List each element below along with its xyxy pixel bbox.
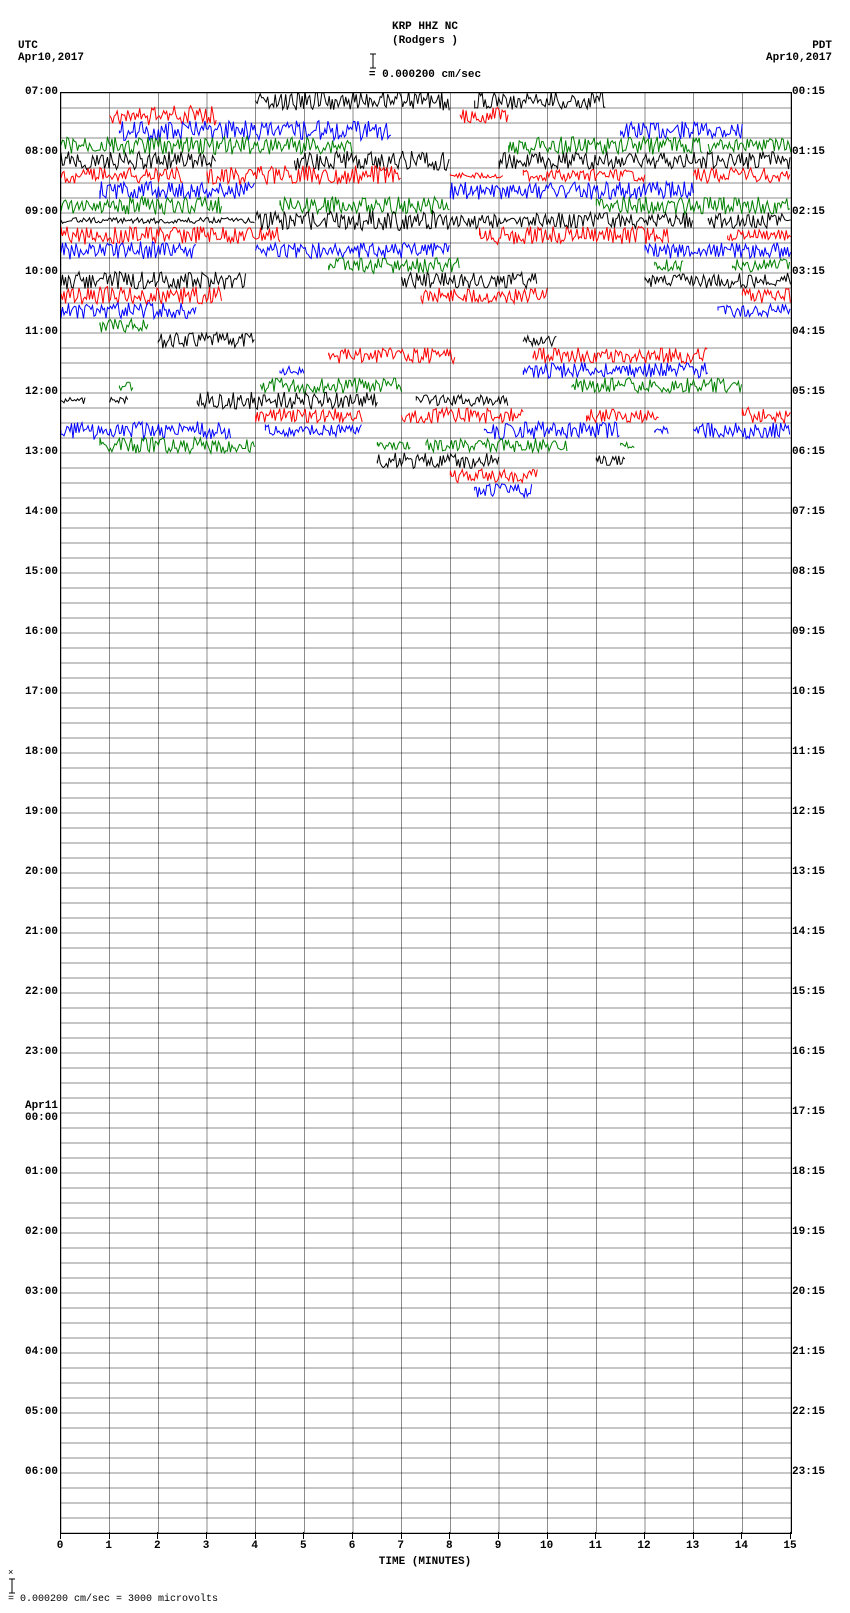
right-time-label: 22:15 — [792, 1406, 842, 1418]
left-time-label: 07:00 — [8, 86, 58, 98]
x-tick-label: 4 — [251, 1540, 258, 1552]
seismogram-plot — [60, 92, 792, 1534]
right-time-label: 23:15 — [792, 1466, 842, 1478]
right-time-label: 00:15 — [792, 86, 842, 98]
right-time-label: 05:15 — [792, 386, 842, 398]
left-time-label: 22:00 — [8, 986, 58, 998]
x-tick-label: 6 — [349, 1540, 356, 1552]
x-tick-label: 0 — [57, 1540, 64, 1552]
left-time-label: 17:00 — [8, 686, 58, 698]
right-time-label: 16:15 — [792, 1046, 842, 1058]
right-time-label: 11:15 — [792, 746, 842, 758]
right-time-label: 04:15 — [792, 326, 842, 338]
left-time-label: 18:00 — [8, 746, 58, 758]
left-time-label: 23:00 — [8, 1046, 58, 1058]
right-time-label: 08:15 — [792, 566, 842, 578]
left-time-label: 02:00 — [8, 1226, 58, 1238]
right-time-label: 18:15 — [792, 1166, 842, 1178]
x-tick-label: 10 — [540, 1540, 553, 1552]
right-time-label: 02:15 — [792, 206, 842, 218]
right-time-label: 09:15 — [792, 626, 842, 638]
x-tick-label: 3 — [203, 1540, 210, 1552]
seismogram-svg — [61, 93, 791, 1533]
left-time-label: 08:00 — [8, 146, 58, 158]
x-tick-label: 9 — [495, 1540, 502, 1552]
right-time-label: 14:15 — [792, 926, 842, 938]
left-time-label: 01:00 — [8, 1166, 58, 1178]
right-time-label: 13:15 — [792, 866, 842, 878]
left-time-label: 21:00 — [8, 926, 58, 938]
scale-reference: = 0.000200 cm/sec — [369, 53, 481, 81]
left-time-label: 16:00 — [8, 626, 58, 638]
left-time-label: 13:00 — [8, 446, 58, 458]
right-time-label: 07:15 — [792, 506, 842, 518]
left-time-label: 05:00 — [8, 1406, 58, 1418]
left-time-label: 15:00 — [8, 566, 58, 578]
x-tick-label: 2 — [154, 1540, 161, 1552]
x-tick-label: 13 — [686, 1540, 699, 1552]
x-tick-label: 7 — [397, 1540, 404, 1552]
left-time-label: 11:00 — [8, 326, 58, 338]
left-time-label: 12:00 — [8, 386, 58, 398]
right-time-label: 01:15 — [792, 146, 842, 158]
left-time-label: 10:00 — [8, 266, 58, 278]
left-time-label: 20:00 — [8, 866, 58, 878]
right-time-labels: 00:1501:1502:1503:1504:1505:1506:1507:15… — [792, 92, 842, 1532]
svg-text:×: × — [8, 1568, 13, 1578]
x-tick-label: 8 — [446, 1540, 453, 1552]
left-time-label: 09:00 — [8, 206, 58, 218]
x-tick-label: 1 — [105, 1540, 112, 1552]
x-tick-label: 11 — [589, 1540, 602, 1552]
right-time-label: 19:15 — [792, 1226, 842, 1238]
right-time-label: 21:15 — [792, 1346, 842, 1358]
x-tick-label: 14 — [735, 1540, 748, 1552]
left-time-label: 06:00 — [8, 1466, 58, 1478]
right-time-label: 17:15 — [792, 1106, 842, 1118]
x-tick-label: 15 — [783, 1540, 796, 1552]
timezone-left: UTC Apr10,2017 — [18, 40, 84, 64]
right-time-label: 03:15 — [792, 266, 842, 278]
chart-header: KRP HHZ NC (Rodgers ) = 0.000200 cm/sec — [0, 0, 850, 81]
left-time-label: 19:00 — [8, 806, 58, 818]
station-code: KRP HHZ NC — [0, 20, 850, 34]
right-time-label: 10:15 — [792, 686, 842, 698]
x-tick-label: 5 — [300, 1540, 307, 1552]
footer-scale: × = 0.000200 cm/sec = 3000 microvolts — [8, 1564, 218, 1605]
x-tick-label: 12 — [637, 1540, 650, 1552]
right-time-label: 20:15 — [792, 1286, 842, 1298]
timezone-right: PDT Apr10,2017 — [766, 40, 832, 64]
right-time-label: 06:15 — [792, 446, 842, 458]
left-time-label: 14:00 — [8, 506, 58, 518]
right-time-label: 15:15 — [792, 986, 842, 998]
right-time-label: 12:15 — [792, 806, 842, 818]
station-location: (Rodgers ) — [0, 34, 850, 48]
left-time-label: 04:00 — [8, 1346, 58, 1358]
left-time-label: Apr11 00:00 — [8, 1100, 58, 1124]
left-time-label: 03:00 — [8, 1286, 58, 1298]
left-time-labels: 07:0008:0009:0010:0011:0012:0013:0014:00… — [8, 92, 58, 1532]
